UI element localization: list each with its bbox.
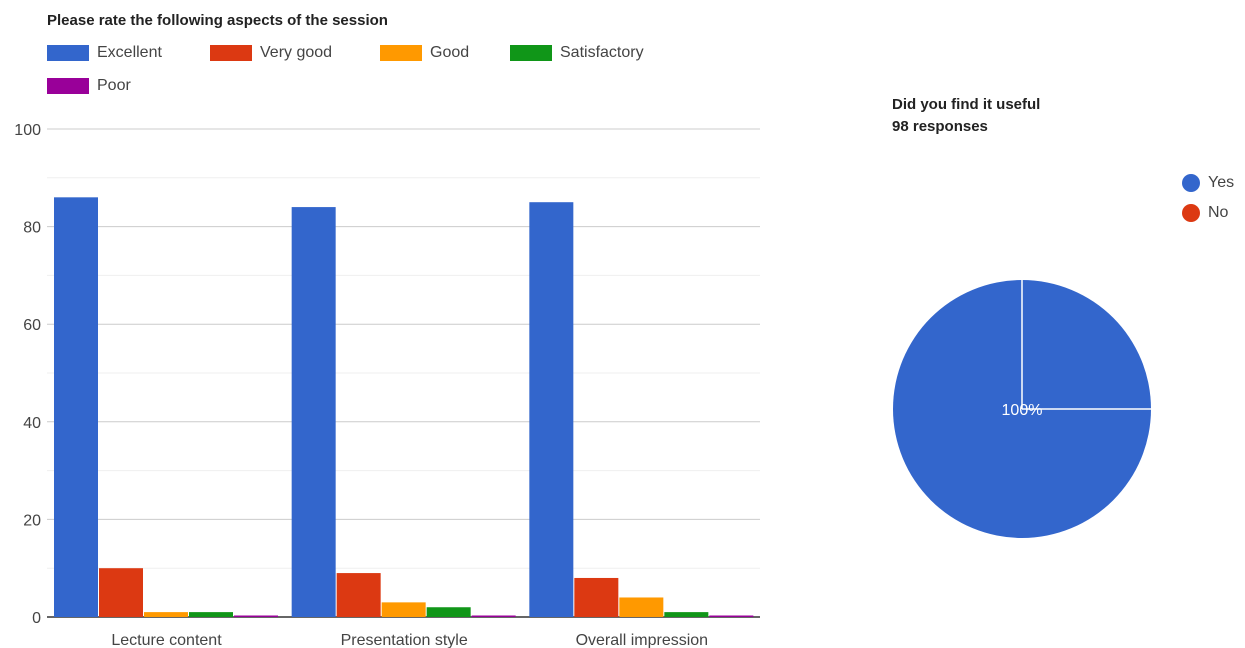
legend-swatch-poor (47, 78, 89, 94)
bar-poor-presentation-style[interactable] (471, 615, 516, 618)
pie-legend-item-no[interactable]: No (1182, 198, 1234, 228)
y-tick-label: 40 (23, 415, 41, 432)
pie-chart-legend: Yes No (1182, 168, 1234, 228)
bar-excellent-overall-impression[interactable] (529, 202, 574, 617)
legend-item-good[interactable]: Good (380, 44, 469, 62)
bar-very-good-overall-impression[interactable] (574, 577, 619, 617)
y-tick-label: 100 (14, 122, 41, 139)
pie-plot-area: 100% (893, 280, 1151, 538)
bar-good-overall-impression[interactable] (619, 597, 664, 617)
y-tick-label: 0 (32, 610, 41, 627)
bar-chart-title: Please rate the following aspects of the… (47, 12, 388, 29)
legend-label-excellent: Excellent (97, 44, 162, 61)
bar-very-good-lecture-content[interactable] (99, 568, 143, 617)
y-tick-label: 20 (23, 512, 41, 529)
y-tick-label: 60 (23, 317, 41, 334)
pie-chart-subtitle: 98 responses (892, 118, 988, 135)
legend-label-poor: Poor (97, 77, 131, 94)
legend-item-satisfactory[interactable]: Satisfactory (510, 44, 644, 62)
pie-legend-dot-no (1182, 204, 1200, 222)
legend-swatch-good (380, 45, 422, 61)
bar-satisfactory-presentation-style[interactable] (426, 607, 471, 617)
x-category-label: Presentation style (341, 632, 468, 648)
bar-very-good-presentation-style[interactable] (336, 573, 381, 617)
pie-legend-label-yes: Yes (1208, 174, 1235, 191)
legend-label-satisfactory: Satisfactory (560, 44, 644, 61)
legend-swatch-very-good (210, 45, 252, 61)
bar-good-presentation-style[interactable] (381, 602, 426, 617)
bar-chart: Please rate the following aspects of the… (14, 12, 760, 648)
bar-satisfactory-lecture-content[interactable] (189, 612, 233, 617)
y-tick-label: 80 (23, 220, 41, 237)
bar-poor-overall-impression[interactable] (709, 615, 754, 618)
pie-legend-label-no: No (1208, 204, 1229, 221)
legend-swatch-satisfactory (510, 45, 552, 61)
pie-chart-title-block: Did you find it useful 98 responses (892, 94, 1040, 138)
bar-satisfactory-overall-impression[interactable] (664, 612, 709, 617)
pie-slice-label: 100% (1002, 402, 1043, 419)
pie-chart: Did you find it useful 98 responses Yes … (880, 80, 1245, 550)
legend-label-good: Good (430, 44, 470, 61)
pie-legend-dot-yes (1182, 174, 1200, 192)
x-category-label: Lecture content (111, 632, 222, 648)
legend-swatch-excellent (47, 45, 89, 61)
legend-item-poor[interactable]: Poor (47, 77, 131, 95)
bar-poor-lecture-content[interactable] (234, 615, 278, 618)
pie-chart-title: Did you find it useful (892, 96, 1041, 113)
x-category-label: Overall impression (576, 632, 708, 648)
bar-plot-area: 0 20 40 60 80 100 Lecture content Presentation … (14, 122, 760, 648)
bar-good-lecture-content[interactable] (144, 612, 188, 617)
bar-excellent-lecture-content[interactable] (54, 197, 98, 617)
legend-item-excellent[interactable]: Excellent (47, 44, 162, 62)
pie-legend-item-yes[interactable]: Yes (1182, 168, 1234, 198)
bar-excellent-presentation-style[interactable] (291, 207, 336, 617)
legend-item-very-good[interactable]: Very good (210, 44, 332, 62)
legend-label-very-good: Very good (260, 44, 333, 61)
